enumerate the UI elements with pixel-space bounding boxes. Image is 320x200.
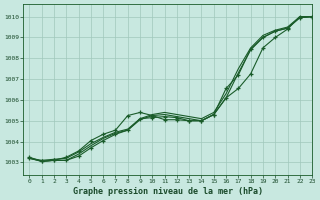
X-axis label: Graphe pression niveau de la mer (hPa): Graphe pression niveau de la mer (hPa) xyxy=(73,187,263,196)
